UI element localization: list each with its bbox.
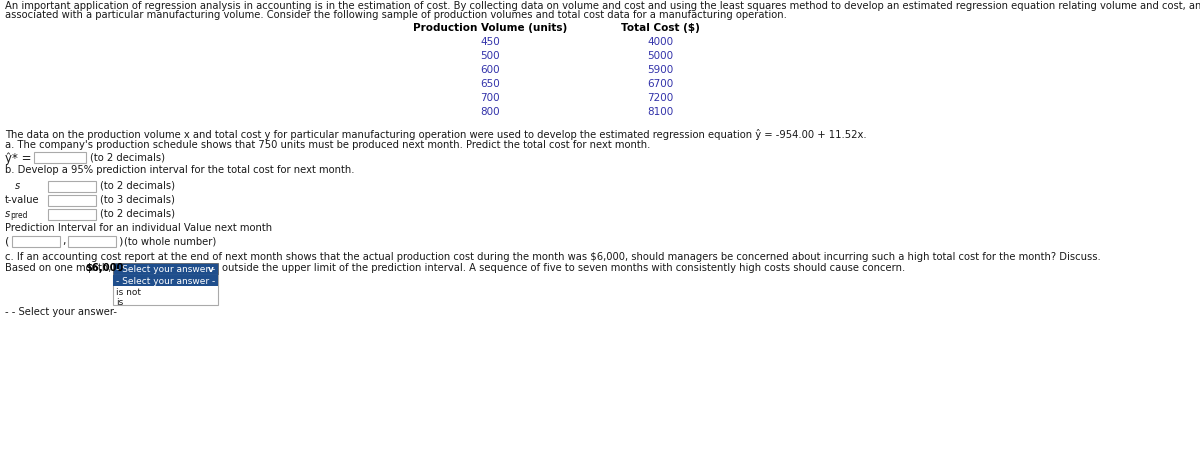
Text: 6700: 6700 <box>647 79 673 89</box>
Text: 7200: 7200 <box>647 93 673 103</box>
Text: 600: 600 <box>480 65 500 75</box>
Text: (to 2 decimals): (to 2 decimals) <box>100 209 175 219</box>
Text: (to 3 decimals): (to 3 decimals) <box>100 195 175 205</box>
Text: 450: 450 <box>480 37 500 47</box>
Text: ,: , <box>62 236 66 246</box>
Text: (to whole number): (to whole number) <box>124 236 216 246</box>
Text: is not: is not <box>115 288 140 297</box>
Text: $6,000: $6,000 <box>85 263 124 273</box>
Text: - Select your answer -: - Select your answer - <box>115 276 215 285</box>
Text: outside the upper limit of the prediction interval. A sequence of five to seven : outside the upper limit of the predictio… <box>222 263 905 273</box>
Text: 5000: 5000 <box>647 51 673 61</box>
Text: c. If an accounting cost report at the end of next month shows that the actual p: c. If an accounting cost report at the e… <box>5 252 1100 262</box>
Text: - Select your answer -: - Select your answer - <box>115 265 215 274</box>
Text: 500: 500 <box>480 51 500 61</box>
FancyBboxPatch shape <box>48 181 96 192</box>
Text: (: ( <box>5 236 10 246</box>
FancyBboxPatch shape <box>113 275 218 305</box>
FancyBboxPatch shape <box>48 195 96 206</box>
Text: (to 2 decimals): (to 2 decimals) <box>90 152 166 162</box>
Text: 8100: 8100 <box>647 107 673 117</box>
Text: Prediction Interval for an individual Value next month: Prediction Interval for an individual Va… <box>5 223 272 233</box>
Text: ): ) <box>118 236 122 246</box>
Text: s: s <box>14 181 20 191</box>
Text: t-value: t-value <box>5 195 40 205</box>
Text: An important application of regression analysis in accounting is in the estimati: An important application of regression a… <box>5 1 1200 11</box>
Text: Based on one month,: Based on one month, <box>5 263 114 273</box>
Text: (to 2 decimals): (to 2 decimals) <box>100 181 175 191</box>
Text: is: is <box>115 298 124 307</box>
Text: Production Volume (units): Production Volume (units) <box>413 23 568 33</box>
FancyBboxPatch shape <box>48 209 96 220</box>
Text: 700: 700 <box>480 93 500 103</box>
Text: 5900: 5900 <box>647 65 673 75</box>
Text: b. Develop a 95% prediction interval for the total cost for next month.: b. Develop a 95% prediction interval for… <box>5 165 354 175</box>
Text: 650: 650 <box>480 79 500 89</box>
Text: 4000: 4000 <box>647 37 673 47</box>
FancyBboxPatch shape <box>12 236 60 247</box>
Text: pred: pred <box>10 211 28 220</box>
FancyBboxPatch shape <box>34 152 86 163</box>
Text: - - Select your answer-: - - Select your answer- <box>5 307 118 317</box>
Text: The data on the production volume x and total cost y for particular manufacturin: The data on the production volume x and … <box>5 129 866 140</box>
Text: associated with a particular manufacturing volume. Consider the following sample: associated with a particular manufacturi… <box>5 10 787 20</box>
Text: 800: 800 <box>480 107 500 117</box>
Text: ŷ* =: ŷ* = <box>5 152 31 165</box>
FancyBboxPatch shape <box>68 236 116 247</box>
FancyBboxPatch shape <box>113 263 218 275</box>
FancyBboxPatch shape <box>113 275 218 286</box>
Text: s: s <box>5 209 11 219</box>
Text: a. The company's production schedule shows that 750 units must be produced next : a. The company's production schedule sho… <box>5 140 650 150</box>
Text: Total Cost ($): Total Cost ($) <box>620 23 700 33</box>
Text: v: v <box>208 265 214 274</box>
